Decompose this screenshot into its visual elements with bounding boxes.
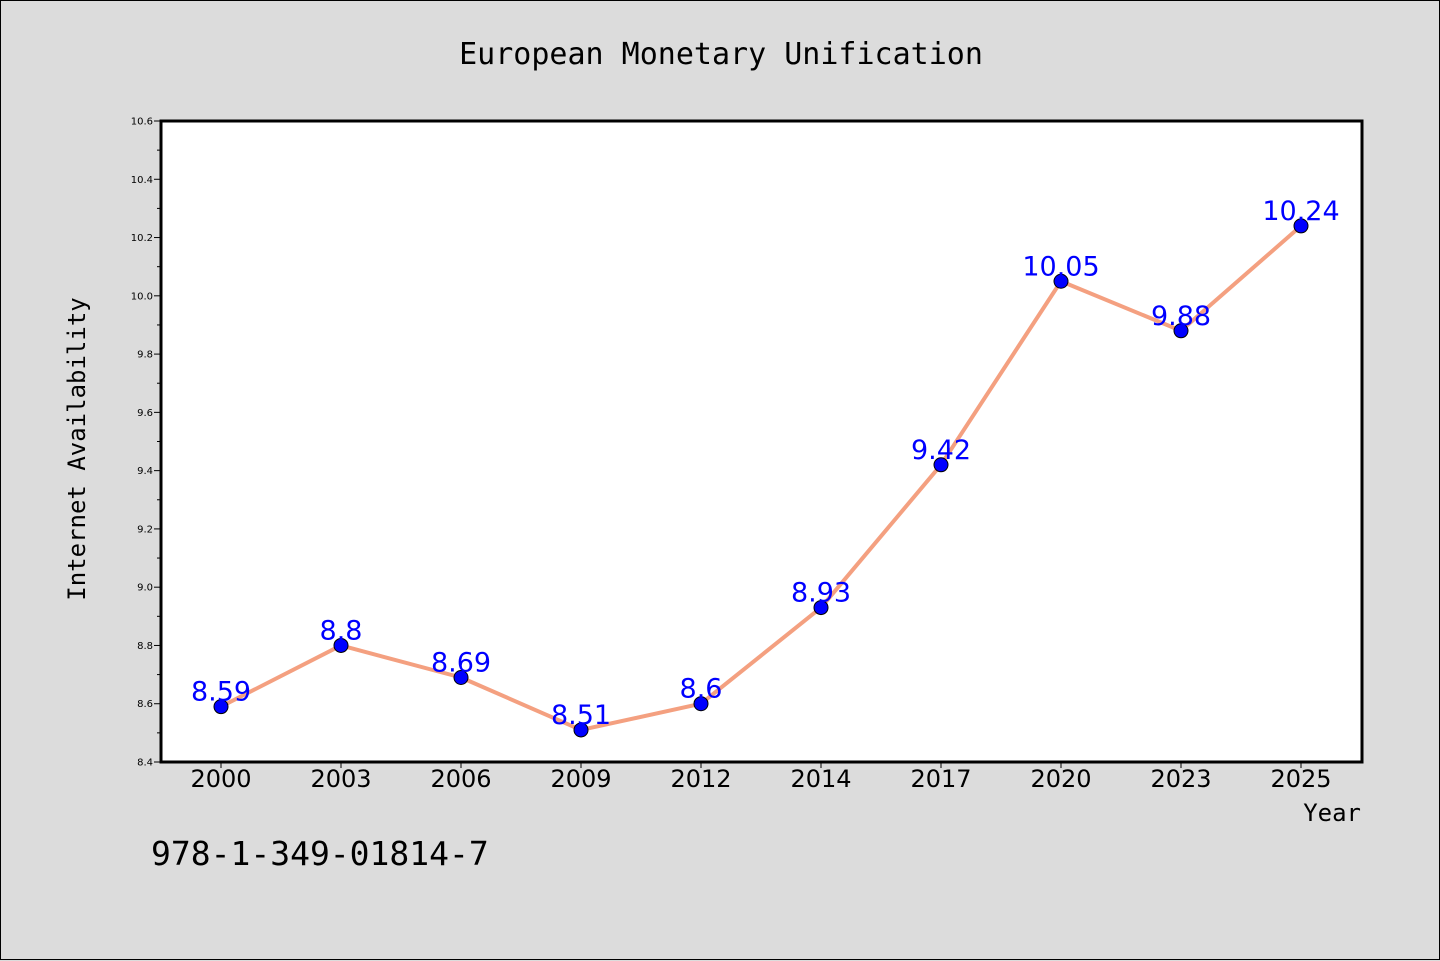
- data-point: [573, 722, 589, 738]
- y-tick-label: 9.6: [137, 408, 153, 419]
- y-axis-label: Internet Availability: [63, 297, 91, 600]
- x-tick-label: 2017: [910, 765, 971, 793]
- y-tick-label: 8.4: [137, 758, 153, 769]
- data-label: 9.88: [1151, 301, 1211, 332]
- x-tick-label: 2023: [1150, 765, 1211, 793]
- x-tick-label: 2000: [190, 765, 251, 793]
- series-line: [219, 223, 1303, 732]
- x-tick-label: 2009: [550, 765, 611, 793]
- data-point: [693, 696, 709, 712]
- y-tick-label: 8.6: [137, 699, 153, 710]
- data-label: 8.6: [680, 674, 723, 705]
- y-tick-label: 10.2: [131, 233, 153, 244]
- y-axis: 8.4 8.6 8.8 9.0 9.2 9.4 9.6 9.8 10.0 10.2 10.4 10.6: [131, 117, 161, 769]
- y-tick-label: 9.2: [137, 524, 153, 535]
- y-tick-label: 9.8: [137, 350, 153, 361]
- data-label: 9.42: [911, 435, 971, 466]
- y-tick-label: 10.0: [131, 291, 153, 302]
- x-tick-label: 2014: [790, 765, 851, 793]
- x-tick-label: 2003: [310, 765, 371, 793]
- data-point: [1173, 323, 1189, 339]
- data-label: 8.8: [320, 615, 363, 646]
- data-point: [1293, 218, 1309, 234]
- x-axis-label: Year: [1303, 799, 1361, 827]
- data-point: [333, 637, 349, 653]
- data-label: 8.59: [191, 677, 251, 708]
- data-label: 8.51: [551, 700, 611, 731]
- data-label: 8.69: [431, 648, 491, 679]
- y-tick-label: 10.6: [131, 117, 153, 128]
- data-point: [1053, 273, 1069, 289]
- y-tick-label: 9.0: [137, 583, 153, 594]
- series-line-group: 8.59 8.8 8.69 8.51 8.6 8.93 9.42 10.05 9.88 10.24: [191, 196, 1340, 738]
- plot-area: [159, 119, 1364, 764]
- x-tick-label: 2025: [1270, 765, 1331, 793]
- y-tick-label: 8.8: [137, 641, 153, 652]
- data-label: 10.24: [1262, 196, 1339, 227]
- x-axis: 2000 2003 2006 2009 2012 2014 2017 2020 2023 2025: [190, 762, 1332, 793]
- data-point: [813, 600, 829, 616]
- y-tick-label: 10.4: [131, 175, 153, 186]
- data-label: 8.93: [791, 578, 851, 609]
- data-point: [213, 699, 229, 715]
- x-tick-label: 2020: [1030, 765, 1091, 793]
- chart-title: European Monetary Unification: [459, 37, 983, 72]
- x-tick-label: 2006: [430, 765, 491, 793]
- data-point: [453, 670, 469, 686]
- isbn-code: 978-1-349-01814-7: [151, 834, 489, 873]
- y-tick-label: 9.4: [137, 466, 153, 477]
- data-label: 10.05: [1022, 251, 1099, 282]
- x-tick-label: 2012: [670, 765, 731, 793]
- data-point: [933, 457, 949, 473]
